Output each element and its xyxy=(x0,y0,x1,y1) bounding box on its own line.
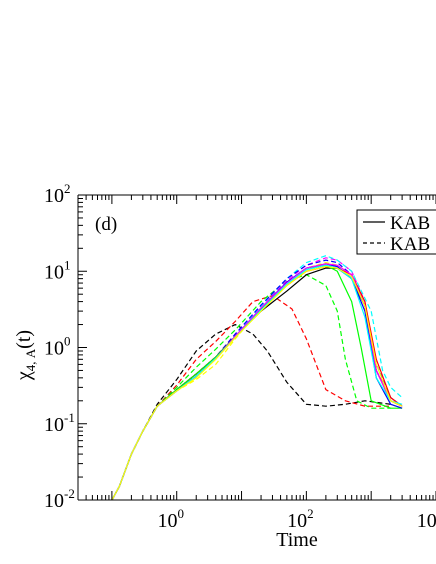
y-axis-label-main: χ xyxy=(13,371,35,381)
series-line-7 xyxy=(111,267,403,500)
y-tick-label-2: 100 xyxy=(44,334,71,360)
series-line-8 xyxy=(111,266,403,500)
y-tick-label-4: 102 xyxy=(44,181,71,207)
legend-label-solid: KAB xyxy=(390,213,430,234)
y-tick-label-3: 101 xyxy=(44,257,71,283)
series-line-1 xyxy=(111,294,391,500)
y-tick-label-0: 10-2 xyxy=(44,486,75,512)
legend-label-dashed: KAB xyxy=(390,234,430,255)
x-axis-label: Time xyxy=(276,529,318,551)
series-layer xyxy=(111,255,403,500)
tick-label-layer: 100 102 104 10-2 10-1 100 101 102 xyxy=(44,181,436,532)
panel-label: (d) xyxy=(95,214,117,235)
y-axis-label-sub: 4, A xyxy=(23,348,38,371)
legend: KAB KAB xyxy=(356,209,436,255)
series-line-2 xyxy=(111,274,391,500)
legend-box xyxy=(356,209,436,255)
x-tick-label-1: 102 xyxy=(287,506,314,532)
series-line-13 xyxy=(111,266,403,500)
y-tick-label-1: 10-1 xyxy=(44,410,75,436)
y-axis-label-tail: (t) xyxy=(13,330,35,349)
y-axis-label: χ4, A(t) xyxy=(13,330,38,381)
x-tick-label-2: 104 xyxy=(417,506,436,532)
x-tick-label-0: 100 xyxy=(157,506,184,532)
axis-layer xyxy=(77,194,436,501)
